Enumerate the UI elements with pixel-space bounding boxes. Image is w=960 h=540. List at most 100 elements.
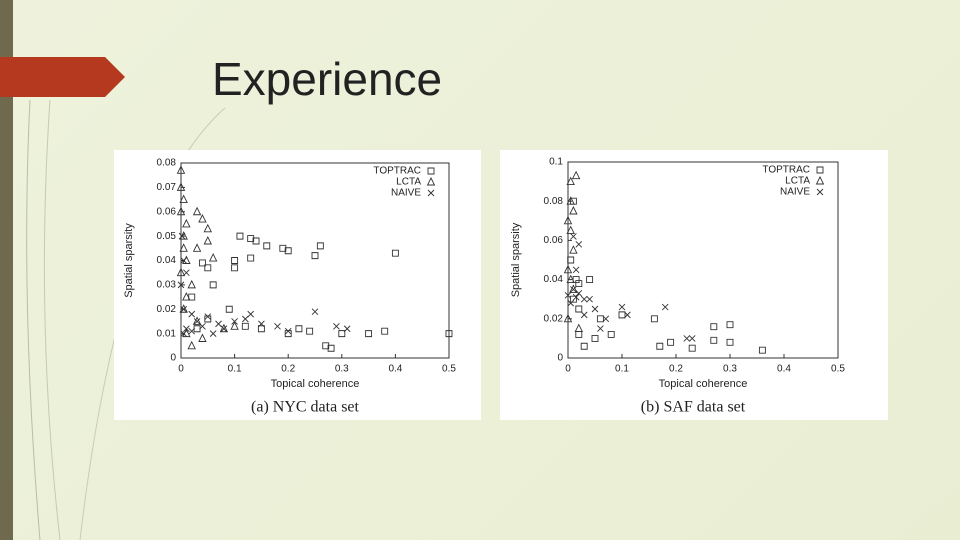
y-tick-label: 0.04 <box>157 255 177 266</box>
data-point <box>327 344 335 352</box>
data-point <box>602 315 610 323</box>
data-point <box>343 325 351 333</box>
y-tick-label: 0.06 <box>544 235 564 246</box>
data-point <box>179 243 188 252</box>
legend-label: LCTA <box>396 177 421 188</box>
chart-panel <box>500 150 888 420</box>
data-point <box>661 303 669 311</box>
legend-label: LCTA <box>785 176 810 187</box>
legend-marker <box>816 166 824 174</box>
x-axis-label: Topical coherence <box>271 378 360 390</box>
data-point <box>203 223 213 233</box>
data-point <box>192 243 202 252</box>
y-tick-label: 0 <box>170 353 176 364</box>
data-point <box>258 320 265 328</box>
legend-label: NAIVE <box>780 187 810 198</box>
x-tick-label: 0.4 <box>777 364 791 375</box>
data-point <box>179 304 188 313</box>
data-point <box>231 318 238 325</box>
x-tick-label: 0 <box>178 364 184 375</box>
y-tick-label: 0.1 <box>549 157 563 168</box>
data-point <box>586 276 594 284</box>
data-point <box>284 247 292 255</box>
data-point <box>569 205 578 215</box>
data-point <box>247 310 254 318</box>
data-point <box>758 346 766 354</box>
data-point <box>591 334 599 342</box>
legend-marker <box>427 167 435 175</box>
data-point <box>688 335 696 342</box>
data-point <box>198 259 206 267</box>
data-point <box>571 170 581 180</box>
data-point <box>183 269 190 277</box>
data-point <box>710 336 718 344</box>
y-axis-label: Spatial sparsity <box>510 222 522 297</box>
data-point <box>311 252 319 260</box>
y-tick-label: 0.02 <box>157 304 177 315</box>
data-point <box>219 323 229 333</box>
data-point <box>247 235 255 243</box>
data-point <box>257 325 265 333</box>
x-tick-label: 0.3 <box>335 364 349 375</box>
data-point <box>572 266 580 274</box>
x-tick-label: 0.3 <box>723 364 737 375</box>
data-point <box>575 280 583 287</box>
slide-title: Experience <box>212 53 443 105</box>
data-point <box>683 335 691 342</box>
legend-label: TOPTRAC <box>762 165 810 176</box>
data-point <box>252 237 260 245</box>
data-point <box>176 206 186 216</box>
data-point <box>225 305 233 313</box>
x-axis-label: Topical coherence <box>659 378 748 390</box>
chart-caption: (a) NYC data set <box>251 399 360 416</box>
data-point <box>182 292 191 301</box>
y-tick-label: 0 <box>557 353 563 364</box>
data-point <box>180 257 187 264</box>
data-point <box>231 257 239 264</box>
data-point <box>180 305 187 313</box>
data-point <box>179 194 188 204</box>
y-tick-label: 0.05 <box>157 231 177 242</box>
data-point <box>188 310 196 318</box>
data-point <box>182 218 191 228</box>
data-point <box>710 323 718 331</box>
data-point <box>198 214 207 223</box>
data-point <box>365 330 373 338</box>
data-point <box>570 233 577 240</box>
data-point <box>236 232 244 240</box>
y-tick-label: 0.08 <box>544 196 564 207</box>
decor-line <box>43 99 61 540</box>
data-point <box>586 295 593 303</box>
data-point <box>183 325 190 333</box>
y-tick-label: 0.08 <box>157 158 177 169</box>
data-point <box>575 241 583 248</box>
data-point <box>199 322 206 330</box>
x-tick-label: 0.2 <box>669 364 683 375</box>
data-point <box>203 235 213 245</box>
y-tick-label: 0.01 <box>157 328 177 339</box>
data-point <box>231 264 239 272</box>
data-point <box>567 256 575 264</box>
data-point <box>176 165 186 174</box>
data-point <box>574 323 584 333</box>
side-bar <box>0 0 13 540</box>
data-point <box>597 325 604 332</box>
title-arrow <box>0 57 125 97</box>
data-point <box>688 344 696 352</box>
data-point <box>177 281 185 289</box>
legend-label: NAIVE <box>391 188 421 199</box>
data-point <box>247 254 255 262</box>
data-point <box>274 322 281 330</box>
data-point <box>198 333 207 342</box>
data-point <box>563 215 573 225</box>
data-point <box>176 182 186 191</box>
x-tick-label: 0.1 <box>615 364 629 375</box>
x-tick-label: 0 <box>565 364 571 375</box>
data-point <box>569 197 577 205</box>
data-point <box>176 267 186 277</box>
data-point <box>726 338 734 346</box>
data-point <box>187 340 196 350</box>
data-point <box>618 303 626 311</box>
data-point <box>338 330 346 338</box>
legend-marker <box>815 175 825 185</box>
